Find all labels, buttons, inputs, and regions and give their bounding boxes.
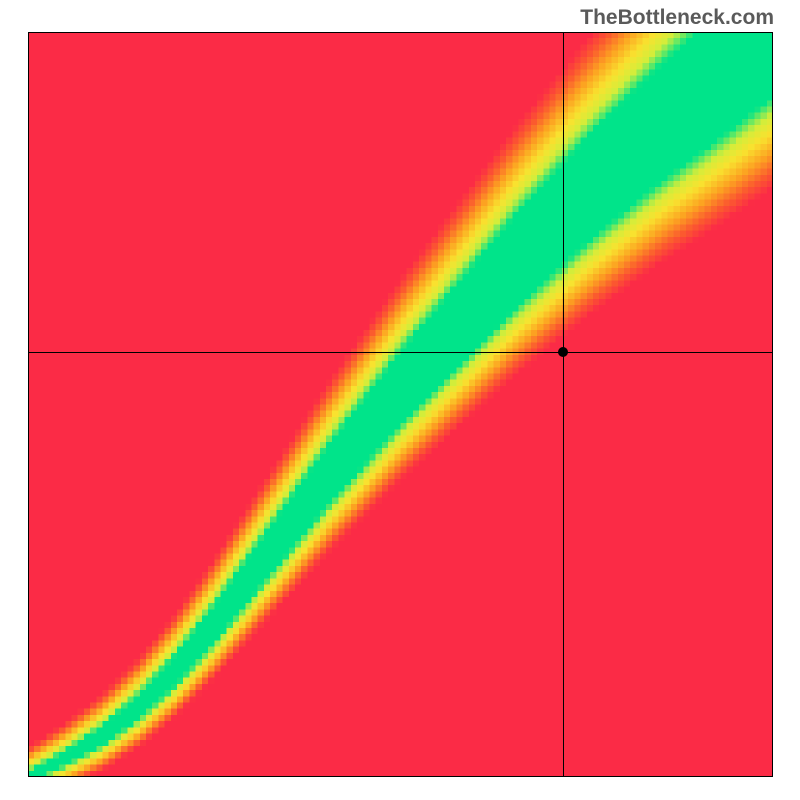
plot-border (28, 32, 773, 777)
crosshair-horizontal-line (28, 352, 773, 353)
watermark-text: TheBottleneck.com (580, 6, 774, 30)
chart-container: TheBottleneck.com (0, 0, 800, 800)
crosshair-marker-dot (558, 347, 568, 357)
crosshair-vertical-line (563, 32, 564, 777)
